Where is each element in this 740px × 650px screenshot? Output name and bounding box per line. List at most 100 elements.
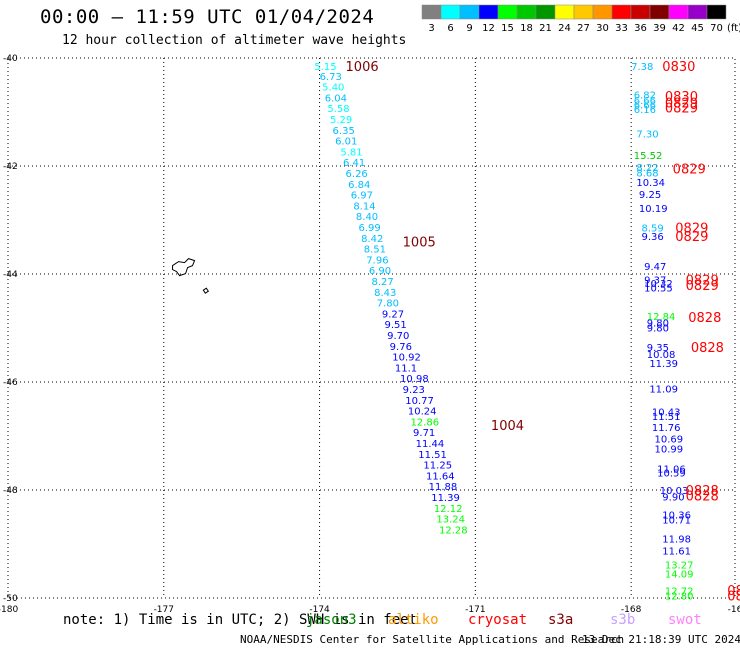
swh-point-label: 9.25 — [639, 190, 661, 201]
swh-point-label: 9.76 — [390, 342, 412, 353]
land-outline — [172, 258, 196, 277]
swh-point-label: 8.42 — [361, 234, 383, 245]
colorbar-label: 24 — [558, 23, 571, 34]
swh-point-label: 9.71 — [413, 428, 435, 439]
swh-point-label: 9.80 — [647, 323, 669, 334]
footnote: note: 1) Time is in UTC; 2) SWH is in fe… — [63, 612, 418, 628]
colorbar-label: 36 — [634, 23, 647, 34]
time-label: 0830 — [662, 60, 695, 75]
swh-point-label: 10.92 — [392, 353, 421, 364]
swh-point-label: 9.36 — [642, 232, 664, 243]
swh-point-label: 6.84 — [348, 180, 370, 191]
swh-point-label: 9.27 — [382, 309, 404, 320]
swh-point-label: 11.09 — [649, 384, 678, 395]
mission-label-s3b: s3b — [610, 612, 636, 628]
chart-subtitle: 12 hour collection of altimeter wave hei… — [62, 33, 407, 48]
swh-point-label: 5.81 — [340, 147, 362, 158]
time-label: 0827 — [727, 589, 740, 604]
colorbar-label: 33 — [615, 23, 628, 34]
y-tick-label: -42 — [3, 162, 18, 172]
time-label: 0827 — [727, 584, 740, 599]
swh-point-label: 11.06 — [657, 464, 686, 475]
time-label: 0828 — [691, 341, 724, 356]
swh-point-label: 7.80 — [377, 299, 399, 310]
time-label: 0829 — [675, 222, 708, 237]
swh-point-label: 11.76 — [652, 423, 681, 434]
swh-point-label: 10.98 — [400, 374, 429, 385]
mission-label-swot: swot — [668, 612, 702, 628]
y-tick-label: -50 — [3, 594, 18, 604]
swh-point-label: 8.43 — [374, 288, 396, 299]
swh-point-label: 6.35 — [333, 126, 355, 137]
swh-point-label: 9.51 — [384, 320, 406, 331]
y-tick-label: -48 — [3, 486, 18, 496]
swh-point-label: 12.86 — [410, 417, 439, 428]
colorbar-unit: (ft) — [727, 23, 740, 34]
swh-point-label: 12.72 — [665, 586, 694, 597]
swh-point-label: 10.71 — [662, 516, 691, 527]
swh-point-label: 9.80 — [647, 319, 669, 330]
swh-point-label: 8.40 — [356, 212, 378, 223]
swh-point-label: 9.35 — [647, 343, 669, 354]
x-tick-label: -168 — [621, 605, 642, 615]
colorbar-swatch — [459, 4, 480, 20]
swh-point-label: 10.36 — [662, 510, 691, 521]
swh-point-label: 11.98 — [662, 535, 691, 546]
colorbar-label: 70 — [710, 23, 723, 34]
plot-border — [7, 57, 736, 599]
time-label: 1006 — [346, 60, 379, 75]
swh-point-label: 8.51 — [364, 245, 386, 256]
colorbar-swatch — [706, 4, 727, 20]
swh-point-label: 10.19 — [639, 204, 668, 215]
swh-point-label: 8.68 — [636, 168, 658, 179]
swh-point-label: 6.26 — [346, 169, 368, 180]
colorbar-label: 3 — [428, 23, 434, 34]
time-label: 0829 — [686, 273, 719, 288]
colorbar-swatch — [478, 4, 499, 20]
swh-point-label: 11.44 — [416, 439, 445, 450]
colorbar-label: 21 — [539, 23, 552, 34]
time-label: 0828 — [686, 489, 719, 504]
swh-point-label: 6.90 — [369, 266, 391, 277]
colorbar-label: 27 — [577, 23, 590, 34]
swh-point-label: 11.51 — [652, 412, 681, 423]
swh-point-label: 10.69 — [655, 435, 684, 446]
time-label: 0829 — [665, 102, 698, 117]
swh-point-label: 6.82 — [634, 91, 656, 102]
colorbar-label: 9 — [466, 23, 472, 34]
colorbar-label: 12 — [482, 23, 495, 34]
swh-point-label: 10.32 — [644, 279, 673, 290]
swh-point-label: 6.73 — [320, 72, 342, 83]
swh-point-label: 11.25 — [423, 461, 452, 472]
colorbar-label: 6 — [447, 23, 453, 34]
swh-point-label: 5.29 — [330, 115, 352, 126]
swh-point-label: 10.77 — [405, 396, 434, 407]
y-tick-label: -46 — [3, 378, 18, 388]
swh-point-label: 6.97 — [351, 191, 373, 202]
y-tick-label: -40 — [3, 54, 18, 64]
colorbar-label: 45 — [691, 23, 704, 34]
swh-point-label: 10.34 — [636, 178, 665, 189]
swh-point-label: 7.38 — [631, 62, 653, 73]
time-label: 1005 — [403, 236, 436, 251]
swh-point-label: 9.47 — [644, 262, 666, 273]
colorbar-label: 42 — [672, 23, 685, 34]
swh-point-label: 10.03 — [660, 486, 689, 497]
colorbar-swatch — [630, 4, 651, 20]
swh-point-label: 9.70 — [387, 331, 409, 342]
swh-point-label: 6.99 — [359, 223, 381, 234]
swh-point-label: 10.59 — [657, 469, 686, 480]
swh-point-label: 11.39 — [649, 359, 678, 370]
swh-point-label: 6.01 — [335, 137, 357, 148]
swh-point-label: 5.58 — [327, 104, 349, 115]
swh-point-label: 5.40 — [322, 83, 344, 94]
colorbar-label: 39 — [653, 23, 666, 34]
swh-point-label: 11.51 — [418, 450, 447, 461]
colorbar-swatch — [535, 4, 556, 20]
swh-point-label: 6.66 — [634, 100, 656, 111]
swh-point-label: 6.66 — [634, 96, 656, 107]
colorbar-swatch — [554, 4, 575, 20]
x-tick-label: -171 — [465, 605, 485, 615]
mission-label-jason3: jason3 — [306, 612, 357, 628]
